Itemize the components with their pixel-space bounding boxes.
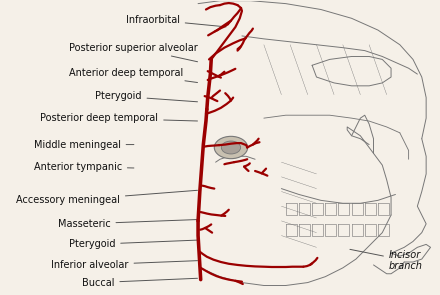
- Circle shape: [214, 136, 248, 159]
- Text: Pterygoid: Pterygoid: [95, 91, 198, 102]
- Text: Anterior tympanic: Anterior tympanic: [33, 162, 134, 172]
- Text: Posterior deep temporal: Posterior deep temporal: [40, 113, 198, 123]
- Text: Middle meningeal: Middle meningeal: [33, 140, 134, 150]
- Text: Buccal: Buccal: [82, 278, 198, 288]
- Text: Infraorbital: Infraorbital: [126, 15, 226, 27]
- Text: Anterior deep temporal: Anterior deep temporal: [69, 68, 198, 83]
- Circle shape: [221, 141, 241, 154]
- Text: Posterior superior alveolar: Posterior superior alveolar: [69, 43, 198, 62]
- Text: Pterygoid: Pterygoid: [69, 239, 198, 249]
- Text: Masseteric: Masseteric: [58, 219, 198, 229]
- Text: Inferior alveolar: Inferior alveolar: [51, 260, 198, 270]
- Text: Accessory meningeal: Accessory meningeal: [16, 190, 198, 205]
- Text: Incisor
branch: Incisor branch: [350, 249, 423, 271]
